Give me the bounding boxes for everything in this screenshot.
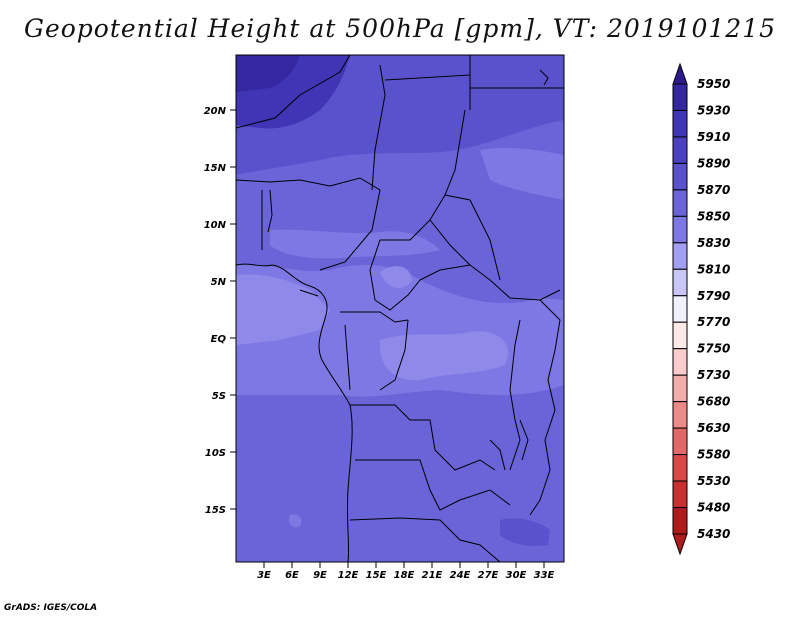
colorbar-swatch xyxy=(672,348,688,376)
colorbar-label: 5680 xyxy=(697,395,730,409)
lon-label-27E: 27E xyxy=(478,570,499,581)
colorbar-label: 5630 xyxy=(697,421,730,435)
lon-label-9E: 9E xyxy=(313,570,327,581)
colorbar-label: 5870 xyxy=(697,183,730,197)
lat-label-10N: 10N xyxy=(204,220,227,231)
lat-tick-15N: 15N xyxy=(204,163,236,174)
colorbar-swatch xyxy=(672,83,688,111)
colorbar-swatch xyxy=(672,242,688,270)
height-field xyxy=(236,55,564,562)
chart-title: Geopotential Height at 500hPa [gpm], VT:… xyxy=(23,14,777,43)
colorbar-label: 5850 xyxy=(697,209,730,223)
colorbar-label: 5930 xyxy=(697,103,730,117)
lon-label-12E: 12E xyxy=(338,570,359,581)
colorbar-swatch xyxy=(672,480,688,509)
colorbar-swatch xyxy=(672,454,688,482)
map-frame xyxy=(235,54,565,563)
colorbar-label: 5750 xyxy=(697,342,730,356)
colorbar-label: 5430 xyxy=(697,527,730,541)
lat-tick-10N: 10N xyxy=(204,220,236,231)
colorbar-swatch xyxy=(672,189,688,217)
lat-tick-15S: 15S xyxy=(205,505,236,516)
lon-label-3E: 3E xyxy=(257,570,271,581)
lon-tick-24E: 24E xyxy=(450,562,471,581)
colorbar-swatch xyxy=(672,268,688,297)
colorbar: 5950 5930 5910 5890 5870 5850 5830 5810 5790 5770… xyxy=(672,62,730,556)
lat-label-15N: 15N xyxy=(204,163,227,174)
lon-tick-30E: 30E xyxy=(506,562,527,581)
lon-label-6E: 6E xyxy=(285,570,299,581)
lat-tick-5N: 5N xyxy=(211,277,236,288)
lon-label-24E: 24E xyxy=(450,570,471,581)
colorbar-top-arrow xyxy=(672,62,688,85)
lat-label-EQ: EQ xyxy=(211,334,227,345)
lat-label-10S: 10S xyxy=(205,448,226,459)
lon-tick-15E: 15E xyxy=(366,562,387,581)
lon-tick-21E: 21E xyxy=(422,562,443,581)
lat-label-5S: 5S xyxy=(212,391,226,402)
lon-label-33E: 33E xyxy=(534,570,555,581)
colorbar-label: 5890 xyxy=(697,156,730,170)
colorbar-swatch xyxy=(672,136,688,164)
lon-label-30E: 30E xyxy=(506,570,527,581)
colorbar-swatch xyxy=(672,109,688,138)
lon-tick-27E: 27E xyxy=(478,562,499,581)
colorbar-label: 5580 xyxy=(697,448,730,462)
colorbar-label: 5530 xyxy=(697,474,730,488)
colorbar-swatch xyxy=(672,427,688,456)
colorbar-label: 5910 xyxy=(697,130,730,144)
colorbar-label: 5950 xyxy=(697,77,730,91)
colorbar-label: 5480 xyxy=(697,501,730,515)
country-borders xyxy=(236,55,564,562)
colorbar-swatch xyxy=(672,321,688,350)
lon-tick-6E: 6E xyxy=(285,562,299,581)
lon-tick-33E: 33E xyxy=(534,562,555,581)
lon-tick-18E: 18E xyxy=(394,562,415,581)
colorbar-swatch xyxy=(672,162,688,191)
colorbar-label: 5790 xyxy=(697,289,730,303)
colorbar-bottom-arrow xyxy=(672,533,688,556)
lon-axis: 3E 6E 9E 12E 15E 18E 21E 24E 27E 30E 33E xyxy=(257,562,555,581)
colorbar-swatch xyxy=(672,374,688,403)
lat-label-15S: 15S xyxy=(205,505,226,516)
colorbar-label: 5810 xyxy=(697,262,730,276)
lon-tick-12E: 12E xyxy=(338,562,359,581)
lat-label-20N: 20N xyxy=(204,106,227,117)
lon-tick-9E: 9E xyxy=(313,562,327,581)
lat-tick-10S: 10S xyxy=(205,448,236,459)
lat-axis: 20N 15N 10N 5N EQ 5S 10S 15S xyxy=(204,106,236,516)
colorbar-swatch xyxy=(672,401,688,429)
colorbar-swatch xyxy=(672,295,688,323)
colorbar-label: 5830 xyxy=(697,236,730,250)
lat-label-5N: 5N xyxy=(211,277,227,288)
lon-label-15E: 15E xyxy=(366,570,387,581)
lon-label-21E: 21E xyxy=(422,570,443,581)
colorbar-label: 5770 xyxy=(697,315,730,329)
colorbar-label: 5730 xyxy=(697,368,730,382)
lat-tick-EQ: EQ xyxy=(211,334,236,345)
colorbar-swatch xyxy=(672,215,688,244)
lat-tick-20N: 20N xyxy=(204,106,236,117)
colorbar-swatch xyxy=(672,507,688,535)
lat-tick-5S: 5S xyxy=(212,391,236,402)
lon-label-18E: 18E xyxy=(394,570,415,581)
grads-credit: GrADS: IGES/COLA xyxy=(4,603,98,613)
lon-tick-3E: 3E xyxy=(257,562,271,581)
